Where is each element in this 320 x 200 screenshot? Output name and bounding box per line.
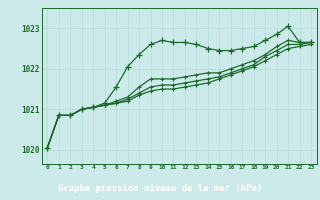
- Text: Graphe pression niveau de la mer (hPa): Graphe pression niveau de la mer (hPa): [58, 184, 262, 193]
